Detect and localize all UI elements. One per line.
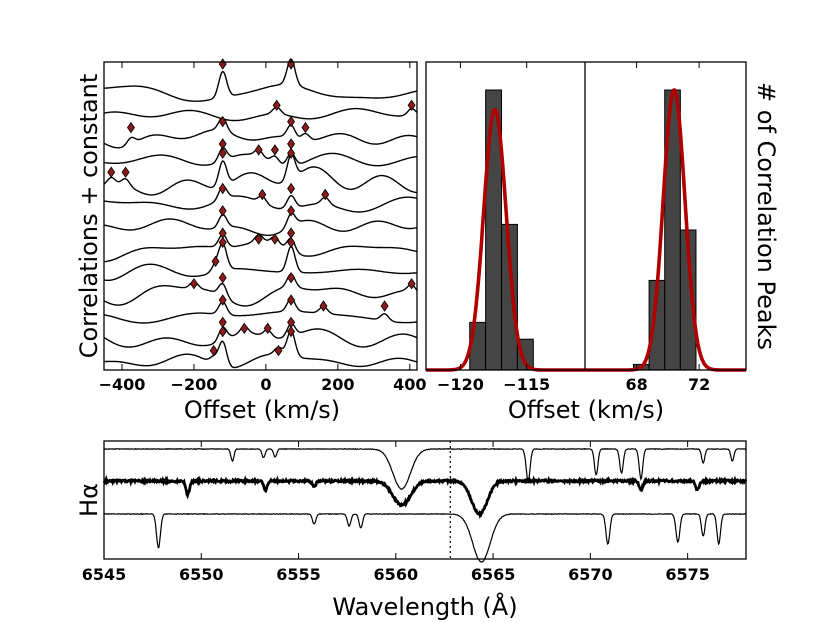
peak-marker [287,147,296,159]
spectrum-panel: 6545 6550 6555 6560 6565 6570 6575 Wavelength … [75,440,748,621]
x-tick-label: 6575 [665,565,710,584]
spectrum-line-bottom [104,512,747,563]
peak-marker [211,255,220,268]
peak-marker [274,344,283,357]
peak-marker [218,138,227,150]
peak-marker [287,182,296,195]
peak-marker [301,121,310,134]
histogram-x-ticks: −120 −115 68 72 [437,62,710,394]
correlation-trace-12 [103,322,418,348]
peak-marker [258,188,267,201]
correlation-trace-9 [103,242,418,281]
x-tick-label: −400 [99,375,146,394]
traces-y-axis-label: Correlations + constant [75,74,103,359]
correlation-trace-10 [103,273,418,307]
peak-marker [218,325,227,338]
peak-marker [287,205,296,217]
traces-plot-frame [103,61,418,371]
correlation-trace-6 [103,185,418,213]
correlation-trace-5 [103,152,418,196]
peak-marker [287,115,296,128]
peak-marker [218,316,227,328]
peak-marker [218,182,227,195]
peak-marker [218,205,227,217]
peak-marker [254,144,263,156]
spectrum-x-axis-label: Wavelength (Å) [332,592,517,621]
correlation-trace-group [103,58,418,369]
correlation-trace-2 [103,106,418,122]
peak-marker [218,147,227,159]
histogram-panel: −120 −115 68 72 Offset (km/s) # of Correlat… [425,61,780,424]
peak-marker [218,272,227,284]
x-tick-label: −200 [171,375,218,394]
peak-marker [272,99,281,111]
peak-marker [218,115,227,128]
correlation-trace-3 [103,117,418,149]
peak-marker [321,188,330,201]
peak-marker [263,322,272,334]
peak-marker [407,99,416,111]
spectrum-plot-frame [103,440,747,560]
x-tick-label: 6565 [471,565,516,584]
x-tick-label: 6545 [82,565,127,584]
peak-marker [189,278,198,290]
peak-marker [254,233,263,245]
peak-marker [287,294,296,306]
peak-marker-group [107,58,416,357]
x-tick-label: 6555 [276,565,321,584]
peak-marker [287,272,296,284]
gaussian-fit-group [426,88,746,372]
correlation-trace-1 [103,58,418,102]
peak-marker [270,144,279,156]
peak-marker [107,166,116,178]
histogram-plot-frame [425,61,747,371]
x-tick-label: 6560 [374,565,419,584]
spectrum-y-axis-label: Hα [75,483,103,517]
peak-marker [218,294,227,306]
x-tick-label: 6570 [568,565,613,584]
traces-x-axis-label: Offset (km/s) [184,396,340,424]
peak-marker [287,138,296,150]
x-tick-label: −120 [437,375,484,394]
peak-marker [121,166,130,178]
correlation-trace-13 [104,329,418,369]
spectrum-line-middle [102,474,748,520]
correlation-trace-11 [103,297,418,324]
x-tick-label: −115 [503,375,550,394]
peak-marker [287,325,296,338]
peak-marker [270,233,279,245]
peak-marker [380,300,389,312]
peak-marker [240,322,249,334]
correlation-trace-8 [103,233,418,263]
x-tick-label: 400 [393,375,426,394]
peak-marker [287,236,296,249]
correlation-traces-panel: −400 −200 0 200 400 Offset (km/s) Correlatio… [75,58,427,424]
x-tick-label: 72 [688,375,710,394]
peak-marker [218,58,227,70]
spectrum-series-group [102,447,748,563]
peak-marker [287,227,296,239]
spectrum-line-top [104,447,747,490]
peak-marker [319,300,328,312]
x-tick-label: 0 [260,375,271,394]
correlation-trace-7 [103,212,418,236]
peak-marker [126,121,135,134]
x-tick-label: 6550 [179,565,224,584]
spectrum-x-ticks: 6545 6550 6555 6560 6565 6570 6575 [82,441,710,584]
x-tick-label: 68 [625,375,647,394]
histogram-y-axis-label: # of Correlation Peaks [752,82,780,350]
peak-marker [218,236,227,249]
peak-marker [407,278,416,290]
traces-x-ticks: −400 −200 0 200 400 [99,62,427,394]
histogram-x-axis-label: Offset (km/s) [508,396,664,424]
peak-marker [287,58,296,70]
peak-marker [209,344,218,357]
x-tick-label: 200 [321,375,354,394]
